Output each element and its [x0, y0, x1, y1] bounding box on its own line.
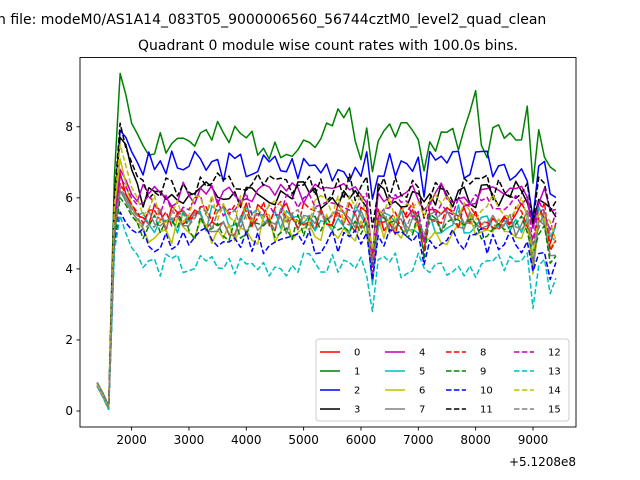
legend-label-15: 15	[548, 405, 561, 416]
plot-area	[96, 72, 557, 410]
legend-label-14: 14	[548, 386, 561, 397]
x-tick-label: 3000	[174, 433, 205, 447]
series-line-15	[96, 186, 557, 409]
y-tick-label: 6	[65, 191, 73, 205]
series-line-6	[96, 158, 557, 410]
legend-label-8: 8	[480, 348, 486, 359]
series-line-10	[96, 211, 557, 410]
legend-label-2: 2	[354, 386, 360, 397]
series-layer	[96, 72, 557, 410]
y-tick-label: 2	[65, 333, 73, 347]
series-line-2	[96, 129, 557, 410]
legend-label-0: 0	[354, 348, 360, 359]
legend-label-3: 3	[354, 405, 360, 416]
y-tick-label: 8	[65, 120, 73, 134]
legend-label-12: 12	[548, 348, 561, 359]
legend-label-4: 4	[419, 348, 425, 359]
legend-label-10: 10	[480, 386, 493, 397]
legend-label-5: 5	[419, 367, 425, 378]
series-line-8	[96, 182, 557, 409]
series-line-11	[96, 122, 557, 409]
legend-box	[315, 338, 570, 422]
x-tick-label: 2000	[116, 433, 147, 447]
series-line-1	[96, 72, 557, 407]
series-line-9	[96, 197, 557, 410]
series-line-14	[96, 143, 557, 409]
x-offset-label: +5.1208e8	[509, 455, 576, 469]
legend-label-13: 13	[548, 367, 561, 378]
axes-frame	[79, 57, 577, 428]
x-tick-label: 5000	[288, 433, 319, 447]
legend-label-1: 1	[354, 367, 360, 378]
series-line-4	[96, 168, 557, 410]
series-line-13	[96, 214, 557, 410]
x-tick-label: 4000	[231, 433, 262, 447]
chart-title: Quadrant 0 module wise count rates with …	[138, 38, 518, 54]
legend-label-11: 11	[480, 405, 493, 416]
x-tick-label: 6000	[346, 433, 377, 447]
legend-label-6: 6	[419, 386, 425, 397]
legend-label-7: 7	[419, 405, 425, 416]
y-tick-label: 4	[65, 262, 73, 276]
y-axis: 0 2 4 6 8	[65, 120, 80, 418]
x-tick-label: 7000	[403, 433, 434, 447]
figure-suptitle: n file: modeM0/AS1A14_083T05_9000006560_…	[0, 12, 546, 28]
legend-label-9: 9	[480, 367, 486, 378]
x-tick-label: 8000	[460, 433, 491, 447]
y-tick-label: 0	[65, 404, 73, 418]
x-axis: 2000 3000 4000 5000 6000 7000 8000 9000	[116, 427, 548, 447]
x-tick-label: 9000	[518, 433, 549, 447]
